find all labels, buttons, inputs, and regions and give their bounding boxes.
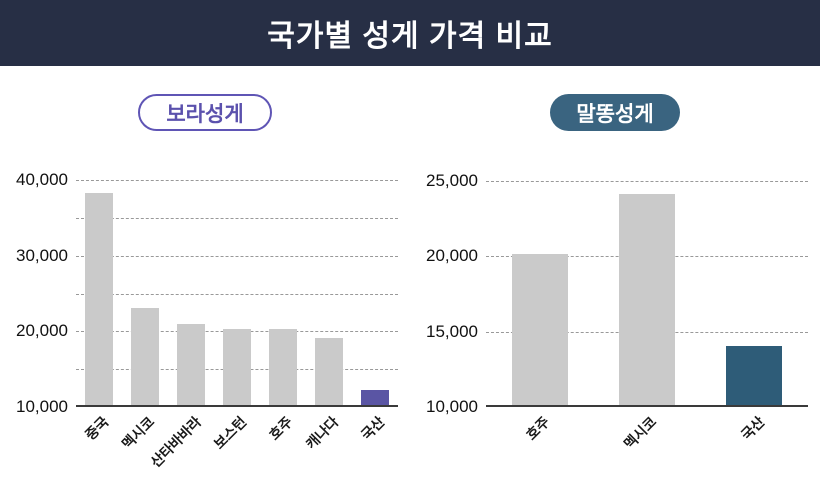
bar-slot: 멕시코: [593, 169, 700, 452]
chart-badge-horse-dung-urchin: 말똥성게: [550, 94, 680, 131]
y-tick-label: 40,000: [16, 170, 68, 190]
bar-캐나다: [315, 337, 343, 405]
x-axis-label: 호주: [266, 413, 296, 443]
bar-slot: 중국: [76, 169, 122, 443]
y-tick-label: 10,000: [426, 397, 478, 416]
bar-plot-horse-dung-urchin: 호주 멕시코 국산: [486, 169, 808, 452]
chart-section-horse-dung-urchin: 말똥성게 10,000 15,000 20,000 25,000 호주 멕시코 국산: [410, 66, 820, 480]
bar-호주: [511, 254, 568, 405]
bar-멕시코: [131, 308, 159, 405]
x-axis-label: 캐나다: [303, 413, 342, 453]
y-tick-label: 30,000: [16, 245, 68, 265]
bar-산타바바라: [177, 324, 205, 405]
x-axis-label: 국산: [737, 413, 768, 443]
chart-badge-purple-urchin: 보라성게: [138, 94, 272, 131]
page-title: 국가별 성게 가격 비교: [267, 20, 553, 53]
x-axis-label: 중국: [82, 413, 112, 443]
x-axis-label: 호주: [522, 413, 553, 443]
bar-slot: 국산: [701, 169, 808, 443]
x-axis-label: 멕시코: [621, 413, 660, 453]
gridline: [76, 255, 398, 257]
y-axis-horse-dung-urchin: 10,000 15,000 20,000 25,000: [422, 169, 486, 416]
y-tick-label: 15,000: [426, 321, 478, 341]
bar-slot: 호주: [260, 169, 306, 443]
bar-보스턴: [223, 329, 251, 405]
bar-호주: [269, 329, 297, 405]
bar-slot: 멕시코: [119, 169, 168, 452]
y-tick-label: 25,000: [426, 171, 478, 191]
charts-row: 보라성게 10,000 20,000 30,000 40,000 중국 멕시코 산타바바라…: [0, 66, 820, 480]
y-tick-label: 10,000: [16, 397, 68, 416]
bar-국산: [726, 346, 783, 405]
bar-slot: 국산: [352, 169, 398, 443]
gridline: [76, 180, 398, 182]
x-axis-label: 보스턴: [211, 413, 250, 453]
x-axis-label: 멕시코: [119, 413, 158, 453]
bar-국산: [361, 389, 389, 405]
chart-horse-dung-urchin: 10,000 15,000 20,000 25,000 호주 멕시코 국산: [410, 169, 820, 452]
bar-slot: 산타바바라: [147, 169, 214, 470]
chart-purple-urchin: 10,000 20,000 30,000 40,000 중국 멕시코 산타바바라 보스턴 호주…: [0, 169, 410, 470]
y-tick-label: 20,000: [426, 246, 478, 266]
bar-중국: [85, 193, 113, 405]
y-axis-purple-urchin: 10,000 20,000 30,000 40,000: [12, 169, 76, 416]
bar-멕시코: [618, 194, 675, 405]
x-axis-label: 국산: [358, 413, 388, 443]
gridline: [486, 181, 808, 183]
bar-slot: 캐나다: [303, 169, 352, 452]
chart-section-purple-urchin: 보라성게 10,000 20,000 30,000 40,000 중국 멕시코 산타바바라…: [0, 66, 410, 480]
bar-slot: 호주: [486, 169, 593, 443]
bar-plot-purple-urchin: 중국 멕시코 산타바바라 보스턴 호주 캐나다 국산: [76, 169, 398, 470]
gridline: [76, 293, 398, 295]
page-title-bar: 국가별 성게 가격 비교: [0, 0, 820, 66]
bar-slot: 보스턴: [211, 169, 260, 452]
y-tick-label: 20,000: [16, 321, 68, 341]
gridline: [76, 218, 398, 220]
